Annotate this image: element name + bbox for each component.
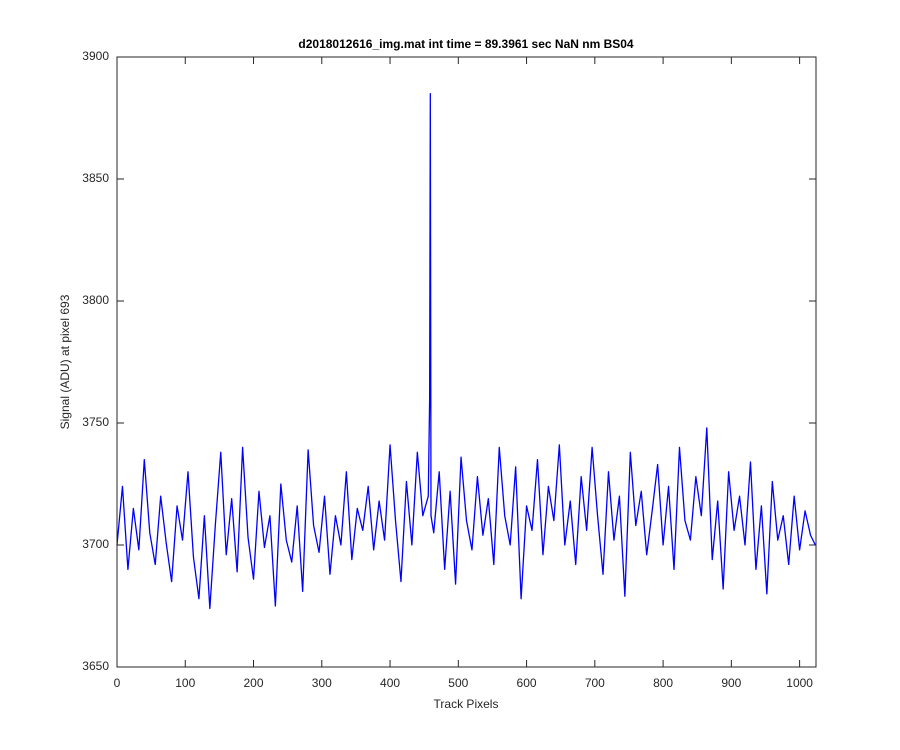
x-tick-label: 900 xyxy=(721,676,741,690)
x-tick-label: 800 xyxy=(653,676,673,690)
y-axis-label: Signal (ADU) at pixel 693 xyxy=(58,294,72,429)
x-tick-label: 1000 xyxy=(786,676,813,690)
y-tick-label: 3700 xyxy=(82,537,109,551)
y-tick-label: 3650 xyxy=(82,659,109,673)
y-tick-label: 3850 xyxy=(82,171,109,185)
chart-title: d2018012616_img.mat int time = 89.3961 s… xyxy=(298,37,634,51)
x-axis-label: Track Pixels xyxy=(434,697,499,711)
y-tick-label: 3750 xyxy=(82,415,109,429)
data-line xyxy=(116,92,816,610)
x-tick-label: 100 xyxy=(175,676,195,690)
y-tick-label: 3800 xyxy=(82,293,109,307)
x-tick-label: 300 xyxy=(312,676,332,690)
x-tick-label: 700 xyxy=(585,676,605,690)
x-tick-label: 400 xyxy=(380,676,400,690)
x-tick-label: 600 xyxy=(517,676,537,690)
y-tick-label: 3900 xyxy=(82,49,109,63)
x-tick-label: 500 xyxy=(448,676,468,690)
x-tick-label: 200 xyxy=(244,676,264,690)
x-tick-label: 0 xyxy=(114,676,121,690)
plot-frame xyxy=(116,56,817,668)
